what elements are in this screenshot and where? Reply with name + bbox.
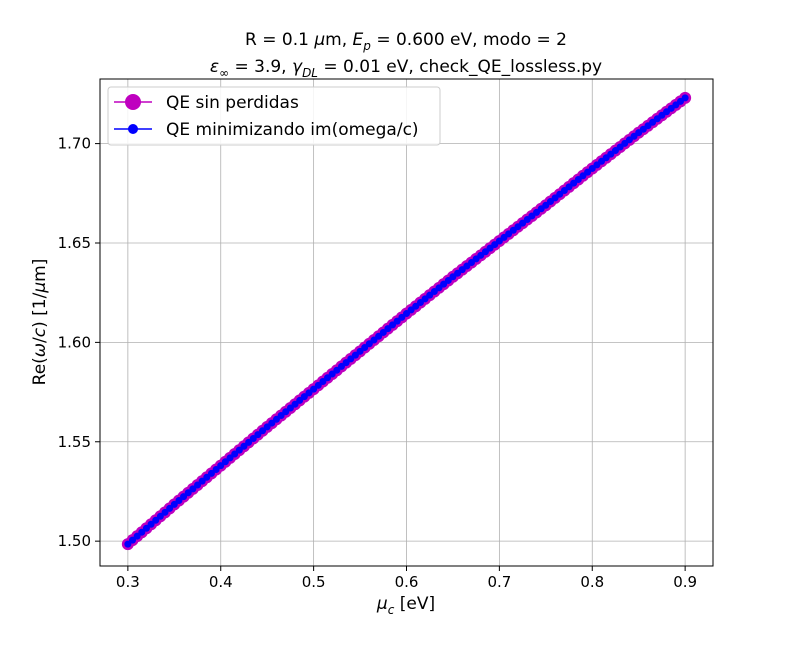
legend: QE sin perdidas QE minimizando im(omega/… xyxy=(107,86,441,146)
legend-marker-2 xyxy=(128,124,138,134)
y-tick-label: 1.70 xyxy=(58,135,91,153)
ticks: 0.3 0.4 0.5 0.6 0.7 0.8 0.9 1.50 1.55 1.60 1.65 1.7… xyxy=(58,135,697,591)
series-2-line xyxy=(127,97,686,545)
series-layer xyxy=(121,91,692,551)
y-tick-label: 1.55 xyxy=(58,433,91,451)
x-tick-label: 0.3 xyxy=(116,573,140,591)
x-tick-label: 0.8 xyxy=(580,573,604,591)
x-axis-label: μc [eV] xyxy=(376,594,435,617)
y-tick-label: 1.50 xyxy=(58,532,91,550)
legend-label-2: QE minimizando im(omega/c) xyxy=(166,120,419,140)
x-tick-label: 0.7 xyxy=(487,573,511,591)
x-tick-label: 0.5 xyxy=(302,573,326,591)
chart-title-line1: R = 0.1 μm, Ep = 0.600 eV, modo = 2 xyxy=(245,30,567,53)
legend-label-1: QE sin perdidas xyxy=(166,93,299,113)
series-2 xyxy=(124,94,689,548)
x-tick-label: 0.9 xyxy=(673,573,697,591)
legend-marker-1 xyxy=(125,94,141,110)
legend-box xyxy=(107,86,441,146)
y-tick-label: 1.65 xyxy=(58,234,91,252)
chart-title-line2: ε∞ = 3.9, γDL = 0.01 eV, check_QE_lossle… xyxy=(210,57,602,80)
x-tick-label: 0.4 xyxy=(209,573,233,591)
y-axis-label: Re(ω/c) [1/μm] xyxy=(30,259,50,386)
x-tick-label: 0.6 xyxy=(395,573,419,591)
y-tick-label: 1.60 xyxy=(58,333,91,351)
